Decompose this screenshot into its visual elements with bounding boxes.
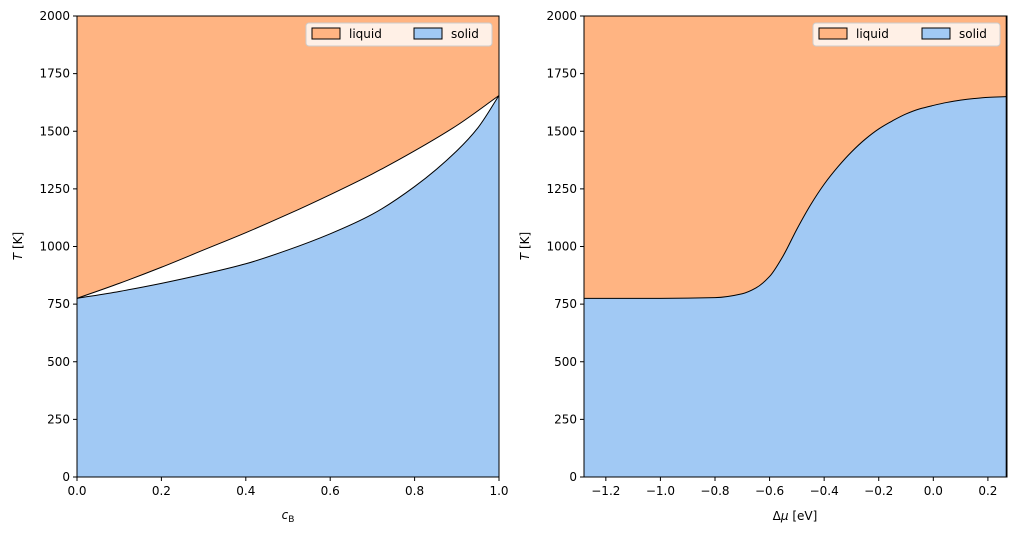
chemical-potential-x-tick-label: −1.2 (591, 484, 620, 498)
chemical-potential-y-label-symbol: T (518, 251, 532, 260)
composition-legend-frame (305, 22, 493, 47)
composition-y-tick-label: 0 (62, 470, 70, 484)
chemical-potential-x-label-unit: [eV] (789, 509, 818, 523)
composition-solidus-line (76, 95, 500, 299)
composition-y-tick-label: 1250 (39, 182, 70, 196)
chemical-potential-x-tick-label: −0.8 (700, 484, 729, 498)
composition-x-tick-label: 0.0 (67, 484, 86, 498)
chemical-potential-y-tick-label: 500 (554, 355, 577, 369)
chemical-potential-y-ticks: 0 250 500 750 1000 1250 1500 1750 2000 (546, 9, 584, 484)
chemical-potential-legend-liquid-label: liquid (856, 27, 889, 41)
chemical-potential-legend-frame (812, 22, 1001, 47)
composition-y-tick-label: 1500 (39, 124, 70, 138)
composition-solid-region (77, 95, 499, 478)
composition-plot-area (76, 15, 500, 478)
chemical-potential-legend-solid-swatch (921, 27, 951, 40)
chemical-potential-y-tick-label: 0 (569, 470, 577, 484)
chemical-potential-x-tick-label: −0.4 (810, 484, 839, 498)
chemical-potential-y-tick-label: 1500 (546, 124, 577, 138)
composition-panel: 0.0 0.2 0.4 0.6 0.8 1.0 0 250 500 750 1000 1250 150… (11, 9, 509, 525)
chemical-potential-legend: liquid solid (812, 22, 1001, 47)
chemical-potential-y-label-unit: [K] (518, 232, 532, 253)
chemical-potential-y-tick-label: 1250 (546, 182, 577, 196)
composition-x-tick-label: 0.4 (236, 484, 255, 498)
composition-legend-solid-label: solid (451, 27, 479, 41)
composition-x-tick-label: 1.0 (489, 484, 508, 498)
chemical-potential-panel: −1.2 −1.0 −0.8 −0.6 −0.4 −0.2 0.0 0.2 0 250 500 75… (518, 9, 1008, 523)
chemical-potential-liquid-region (584, 16, 1007, 299)
composition-x-axis-label: cB (282, 508, 295, 525)
composition-liquid-region (77, 16, 499, 299)
chemical-potential-x-label-delta: Δ (773, 509, 782, 523)
composition-y-label-symbol: T (11, 251, 25, 260)
chemical-potential-x-label-mu: μ (780, 509, 789, 523)
chemical-potential-x-tick-label: 0.2 (978, 484, 997, 498)
chemical-potential-y-tick-label: 1750 (546, 67, 577, 81)
chemical-potential-y-axis-label: T [K] (518, 232, 532, 260)
composition-y-tick-label: 1750 (39, 67, 70, 81)
composition-y-axis-label: T [K] (11, 232, 25, 260)
composition-x-label-symbol: c (282, 508, 289, 522)
chemical-potential-solid-region (584, 96, 1007, 478)
chemical-potential-y-tick-label: 250 (554, 412, 577, 426)
chemical-potential-y-tick-label: 750 (554, 297, 577, 311)
composition-y-ticks: 0 250 500 750 1000 1250 1500 1750 2000 (39, 9, 77, 484)
chemical-potential-y-tick-label: 1000 (546, 240, 577, 254)
composition-x-ticks: 0.0 0.2 0.4 0.6 0.8 1.0 (67, 477, 509, 498)
composition-x-tick-label: 0.2 (152, 484, 171, 498)
chemical-potential-x-ticks: −1.2 −1.0 −0.8 −0.6 −0.4 −0.2 0.0 0.2 (591, 477, 997, 498)
chemical-potential-plot-area (583, 15, 1008, 478)
composition-y-tick-label: 750 (47, 297, 70, 311)
chemical-potential-legend-solid-label: solid (959, 27, 987, 41)
composition-legend-liquid-label: liquid (349, 27, 382, 41)
composition-legend-solid-swatch (413, 27, 443, 40)
composition-y-tick-label: 1000 (39, 240, 70, 254)
composition-legend: liquid solid (305, 22, 493, 47)
chemical-potential-x-tick-label: −0.6 (755, 484, 784, 498)
chemical-potential-y-tick-label: 2000 (546, 9, 577, 23)
composition-liquidus-line (76, 95, 500, 299)
chemical-potential-x-axis-label: Δμ [eV] (773, 509, 818, 523)
composition-y-tick-label: 2000 (39, 9, 70, 23)
composition-x-tick-label: 0.6 (321, 484, 340, 498)
composition-y-label-unit: [K] (11, 232, 25, 253)
chemical-potential-boundary-line (584, 96, 1007, 299)
chemical-potential-legend-liquid-swatch (818, 27, 848, 40)
composition-x-label-subscript: B (288, 515, 294, 525)
composition-y-tick-label: 500 (47, 355, 70, 369)
composition-y-tick-label: 250 (47, 412, 70, 426)
chemical-potential-x-tick-label: −1.0 (646, 484, 675, 498)
chemical-potential-x-tick-label: −0.2 (864, 484, 893, 498)
chemical-potential-x-tick-label: 0.0 (924, 484, 943, 498)
composition-legend-liquid-swatch (311, 27, 341, 40)
composition-x-tick-label: 0.8 (405, 484, 424, 498)
